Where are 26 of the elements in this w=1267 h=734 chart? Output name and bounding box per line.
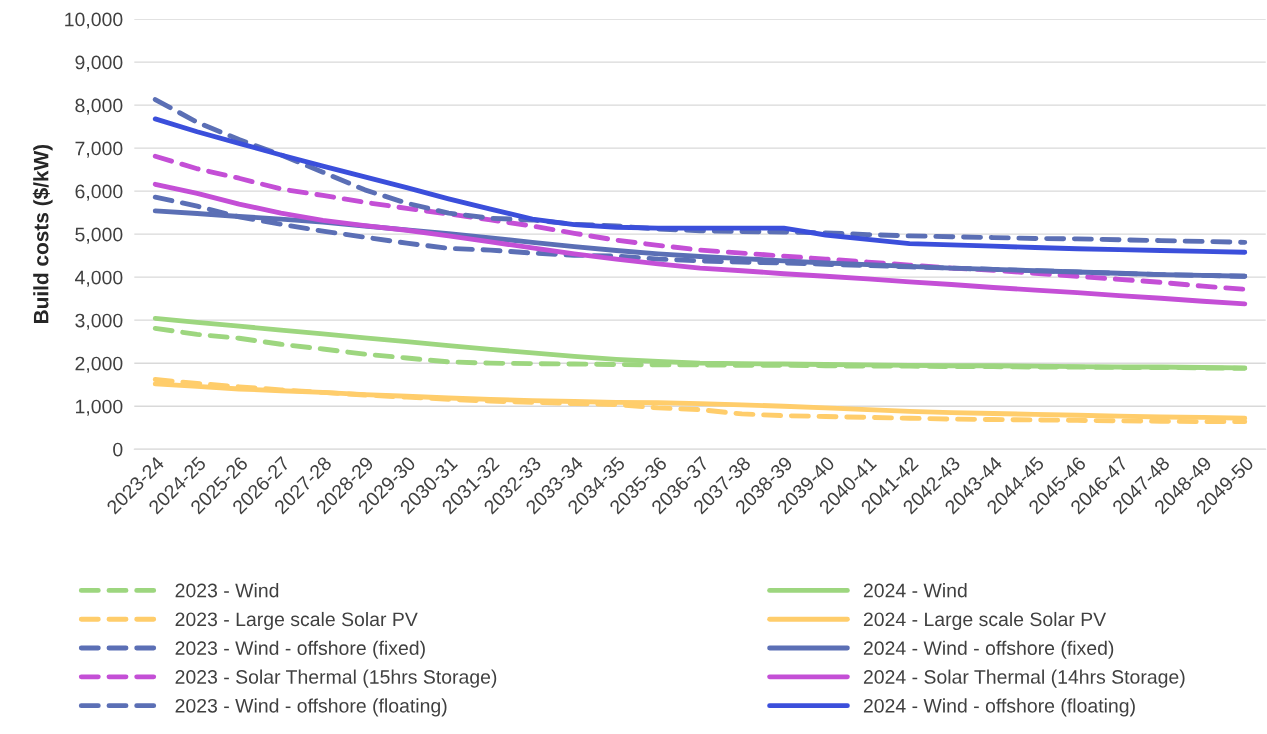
y-tick-label: 1,000 <box>76 399 123 416</box>
legend-label: 2023 - Large scale Solar PV <box>175 611 418 631</box>
legend-label: 2024 - Large scale Solar PV <box>863 611 1107 631</box>
line-series <box>152 181 1248 307</box>
y-tick-label: 5,000 <box>75 227 123 244</box>
y-tick-label: 2,000 <box>75 356 123 373</box>
y-tick-label: 0 <box>113 442 123 457</box>
legend-label: 2024 - Solar Thermal (14hrs Storage) <box>863 669 1185 688</box>
y-tick-label: 10,000 <box>65 12 123 29</box>
legend-label: 2024 - Wind <box>863 583 967 598</box>
y-tick-label: 6,000 <box>75 184 123 201</box>
legend-label: 2023 - Wind - offshore (fixed) <box>175 640 425 659</box>
y-tick-label: 9,000 <box>75 55 123 72</box>
legend-label: 2023 - Wind - offshore (floating) <box>175 698 447 717</box>
legend-label: 2024 - Wind - offshore (fixed) <box>863 640 1114 659</box>
y-axis-title: Build costs ($/kW) <box>32 144 53 324</box>
y-tick-label: 7,000 <box>75 141 123 158</box>
y-tick-label: 3,000 <box>75 313 123 330</box>
y-tick-label: 8,000 <box>75 98 123 115</box>
legend-label: 2023 - Solar Thermal (15hrs Storage) <box>175 669 497 688</box>
legend-label: 2024 - Wind - offshore (floating) <box>863 698 1135 717</box>
line-series <box>152 116 1248 255</box>
line-series <box>152 97 1248 245</box>
legend-label: 2023 - Wind <box>175 583 279 598</box>
y-tick-label: 4,000 <box>74 270 123 287</box>
line-series <box>152 153 1248 292</box>
